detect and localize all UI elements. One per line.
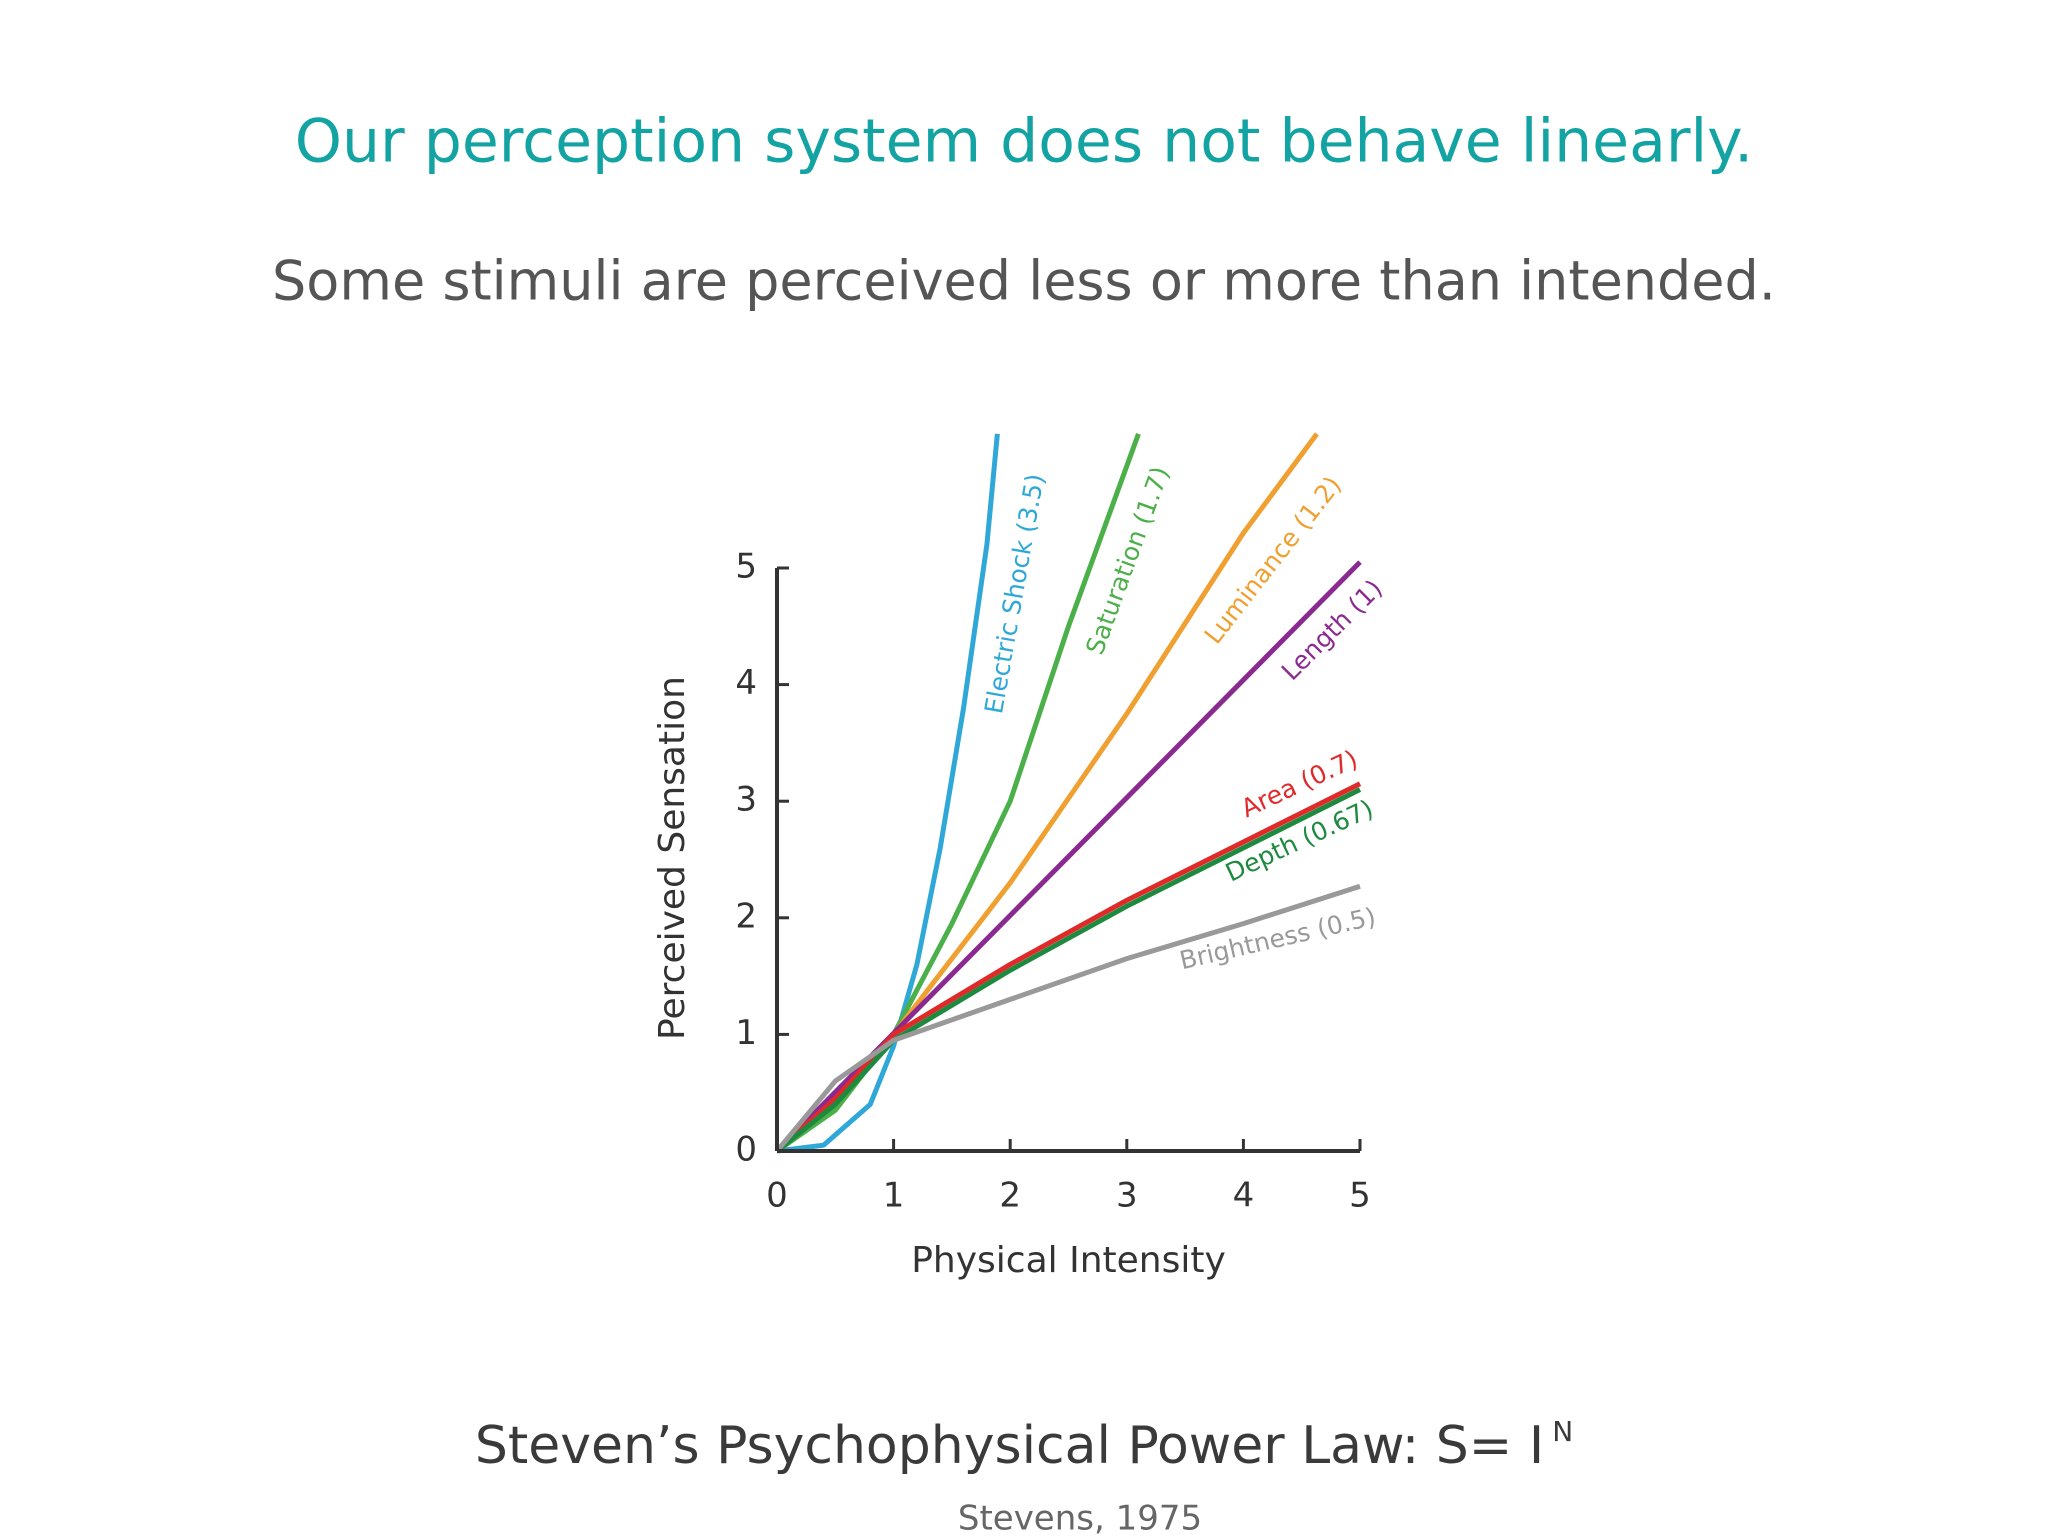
y-tick-label: 0 [735, 1130, 757, 1170]
y-tick-label: 4 [735, 663, 757, 703]
y-tick-label: 3 [735, 780, 757, 820]
x-tick-label: 5 [1349, 1176, 1371, 1216]
slide-title: Our perception system does not behave li… [295, 107, 1753, 177]
y-tick-label: 2 [735, 896, 757, 936]
citation: Stevens, 1975 [958, 1499, 1202, 1536]
series-line [775, 787, 1362, 1153]
series-line [775, 433, 1141, 1154]
x-tick-label: 4 [1233, 1176, 1255, 1216]
y-tick-label: 1 [735, 1013, 757, 1053]
footer-title: Steven’s Psychophysical Power Law: S= I [475, 1416, 1544, 1476]
x-tick-label: 0 [766, 1176, 788, 1216]
x-axis-label: Physical Intensity [911, 1240, 1226, 1281]
y-axis-label: Perceived Sensation [652, 676, 693, 1040]
series-line [775, 432, 1319, 1153]
slide-subtitle: Some stimuli are perceived less or more … [272, 250, 1776, 313]
x-tick-label: 2 [999, 1176, 1021, 1216]
footer-superscript: N [1552, 1415, 1573, 1448]
x-tick-label: 1 [883, 1176, 905, 1216]
series-line [776, 433, 1000, 1154]
series-line [775, 883, 1361, 1153]
x-tick-label: 3 [1116, 1176, 1138, 1216]
y-tick-label: 5 [735, 547, 757, 587]
series-line [775, 781, 1362, 1153]
